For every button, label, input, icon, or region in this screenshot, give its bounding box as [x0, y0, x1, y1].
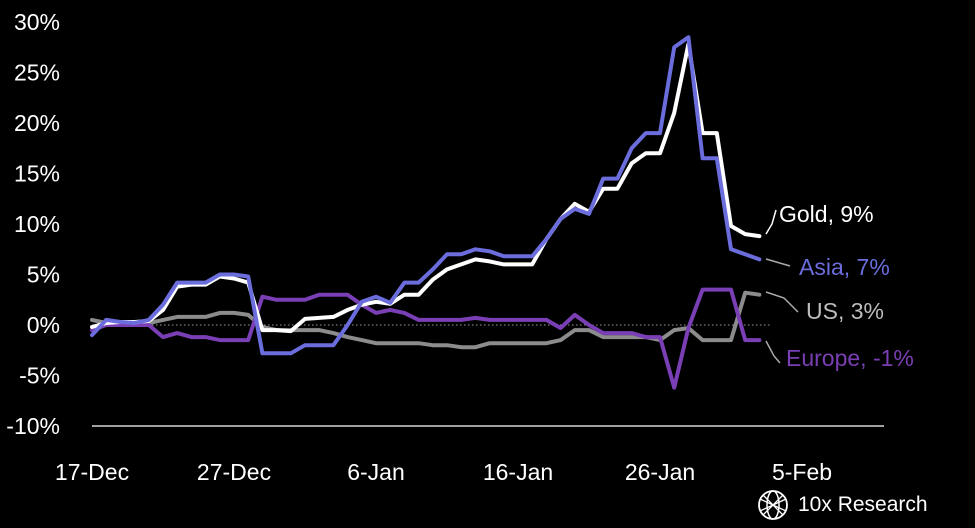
series-label-europe: Europe, -1%: [786, 345, 914, 371]
x-tick-label: 16-Jan: [483, 459, 553, 485]
x-tick-label: 27-Dec: [197, 459, 271, 485]
series-label-asia: Asia, 7%: [799, 254, 890, 280]
y-tick-label: -5%: [19, 363, 60, 389]
series-line-asia: [90, 35, 762, 356]
label-connector: [765, 209, 777, 235]
series-label-gold: Gold, 9%: [779, 201, 874, 227]
x-tick-label: 5-Feb: [772, 459, 832, 485]
label-connector: [765, 258, 791, 267]
series-label-us: US, 3%: [806, 298, 884, 324]
x-tick-label: 17-Dec: [55, 459, 129, 485]
globe-icon: [758, 490, 788, 520]
label-connector: [765, 291, 799, 313]
label-connector: [765, 340, 781, 364]
y-tick-label: -10%: [6, 413, 60, 439]
y-tick-label: 5%: [27, 262, 60, 288]
y-tick-label: 30%: [14, 9, 60, 35]
x-tick-label: 26-Jan: [625, 459, 695, 485]
x-tick-label: 6-Jan: [347, 459, 405, 485]
brand-name: 10x Research: [798, 493, 928, 516]
y-tick-label: 10%: [14, 211, 60, 237]
y-tick-label: 0%: [27, 312, 60, 338]
brand-logo: 10x Research: [757, 489, 928, 521]
series-line-gold: [90, 42, 762, 334]
series-line-europe: [90, 287, 762, 390]
y-tick-label: 25%: [14, 60, 60, 86]
y-tick-label: 20%: [14, 110, 60, 136]
y-tick-label: 15%: [14, 161, 60, 187]
